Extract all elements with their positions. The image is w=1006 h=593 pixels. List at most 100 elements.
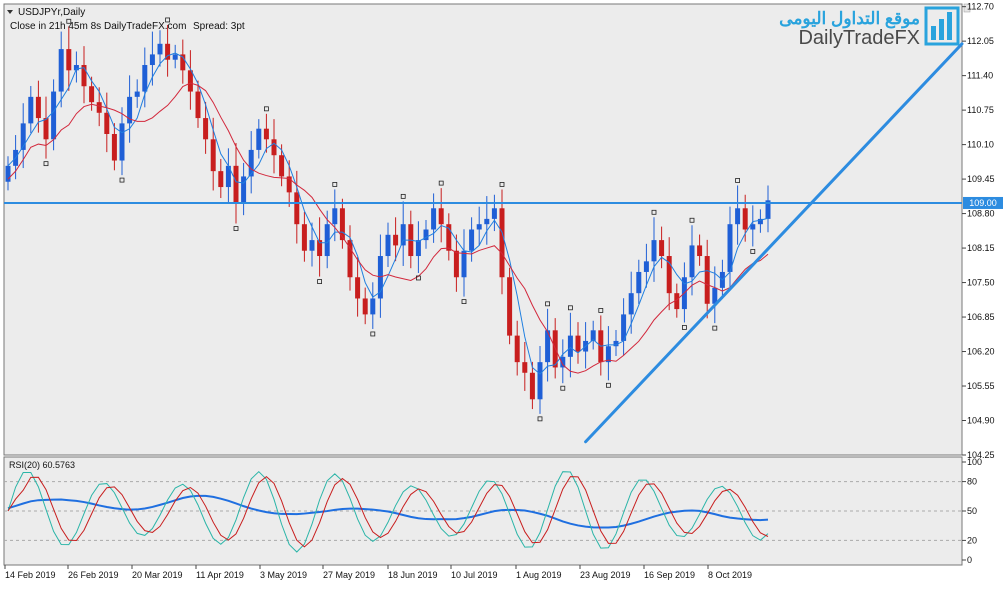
candle-body (393, 234, 399, 246)
candle-body (256, 128, 262, 150)
candle-body (750, 224, 756, 230)
candle-body (461, 250, 467, 278)
fractal-down-marker (712, 325, 718, 331)
price-axis: 112.70 112.05 111.40 110.75 110.10 109.45 108.… (962, 2, 995, 460)
scroll-marker-icon[interactable] (963, 3, 971, 13)
candle-body (96, 102, 102, 113)
candle-body (294, 192, 300, 225)
fractal-up-marker (735, 178, 740, 183)
candle-body (385, 234, 391, 257)
candle-body (446, 224, 452, 251)
price-tick-label: 112.05 (967, 36, 994, 46)
fractal-down-marker (606, 382, 611, 388)
candle-body (203, 118, 209, 140)
fractal-down-marker (461, 299, 467, 304)
candle-body (491, 208, 497, 219)
candle-body (142, 65, 148, 92)
time-tick-label: 11 Apr 2019 (196, 570, 244, 580)
time-tick-label: 16 Sep 2019 (644, 570, 695, 580)
fractal-up-marker (651, 209, 657, 215)
candle-body (119, 123, 125, 161)
candle-body (317, 240, 323, 257)
fractal-up-marker (545, 301, 550, 307)
fractal-up-marker (499, 182, 505, 187)
price-tick-label: 108.15 (967, 243, 995, 253)
candle-body (89, 86, 95, 103)
price-tick-label: 104.90 (967, 416, 995, 426)
time-axis: 14 Feb 2019 26 Feb 2019 20 Mar 2019 11 Apr … (4, 565, 752, 580)
rsi-signal-line (7, 475, 769, 548)
symbol-label: USDJPYr,Daily (18, 7, 85, 18)
candle-body (590, 330, 596, 341)
fractal-up-marker (598, 308, 604, 313)
fractal-down-marker (119, 177, 125, 183)
candle-body (438, 208, 444, 225)
candle-body (628, 293, 634, 315)
candle-body (666, 256, 672, 294)
price-tick-label: 107.50 (967, 278, 995, 288)
candle-body (636, 271, 642, 294)
price-tick-label: 108.80 (967, 209, 995, 219)
candle-body (765, 200, 771, 219)
price-tick-label: 111.40 (967, 71, 993, 81)
fractal-up-marker (400, 193, 406, 199)
candle-body (727, 224, 733, 272)
candle-body (362, 298, 368, 315)
chart-header: USDJPYr,Daily Close in 21h 45m 8s DailyT… (7, 7, 245, 32)
candle-body (66, 49, 72, 71)
fractal-up-marker (165, 17, 171, 23)
candle-body (127, 96, 133, 124)
candlestick-series (5, 24, 771, 414)
rsi-axis: 100 80 50 20 0 (962, 457, 982, 565)
time-tick-label: 23 Aug 2019 (580, 570, 631, 580)
candle-body (400, 224, 406, 246)
rsi-label: RSI(20) 60.5763 (9, 460, 75, 470)
fractal-down-marker (682, 325, 687, 330)
candle-body (674, 293, 680, 310)
candle-body (187, 70, 193, 92)
candle-body (704, 256, 710, 304)
candle-body (309, 240, 315, 251)
candle-body (58, 49, 64, 92)
brand-logo: موقع التداول اليومى DailyTradeFX (779, 3, 971, 49)
candle-body (423, 229, 429, 241)
candle-body (279, 155, 285, 177)
candle-body (484, 218, 490, 225)
slow-ma-line (7, 82, 769, 374)
time-tick-label: 8 Oct 2019 (708, 570, 752, 580)
candle-body (605, 346, 611, 363)
time-tick-label: 14 Feb 2019 (5, 570, 56, 580)
candle-body (735, 208, 741, 225)
candle-body (332, 208, 338, 225)
candle-body (370, 298, 376, 315)
candle-body (431, 208, 437, 230)
candle-body (643, 261, 649, 272)
candle-body (355, 277, 361, 299)
time-tick-label: 26 Feb 2019 (68, 570, 119, 580)
candle-body (271, 139, 277, 156)
fractal-down-marker (317, 279, 323, 284)
candle-body (689, 245, 695, 278)
rsi-tick-label: 100 (967, 457, 982, 467)
time-tick-label: 20 Mar 2019 (132, 570, 183, 580)
price-tick-label: 110.75 (967, 105, 994, 115)
source-label: DailyTradeFX.com (104, 21, 186, 32)
ascending-trendline[interactable] (584, 42, 964, 444)
candle-body (165, 43, 171, 60)
collapse-triangle-icon[interactable] (7, 10, 13, 14)
price-tick-label: 104.25 (967, 450, 995, 460)
candle-body (651, 240, 657, 262)
candle-body (51, 91, 57, 140)
candle-body (529, 372, 535, 400)
candle-body (742, 208, 748, 230)
candle-body (180, 54, 186, 71)
candle-body (613, 340, 619, 347)
candle-body (476, 224, 482, 230)
candle-body (241, 176, 247, 203)
price-tick-label: 110.10 (967, 140, 994, 150)
time-tick-label: 3 May 2019 (260, 570, 307, 580)
logo-brand-text: DailyTradeFX (798, 27, 920, 49)
candle-body (567, 335, 573, 357)
fractal-down-marker (233, 226, 239, 231)
